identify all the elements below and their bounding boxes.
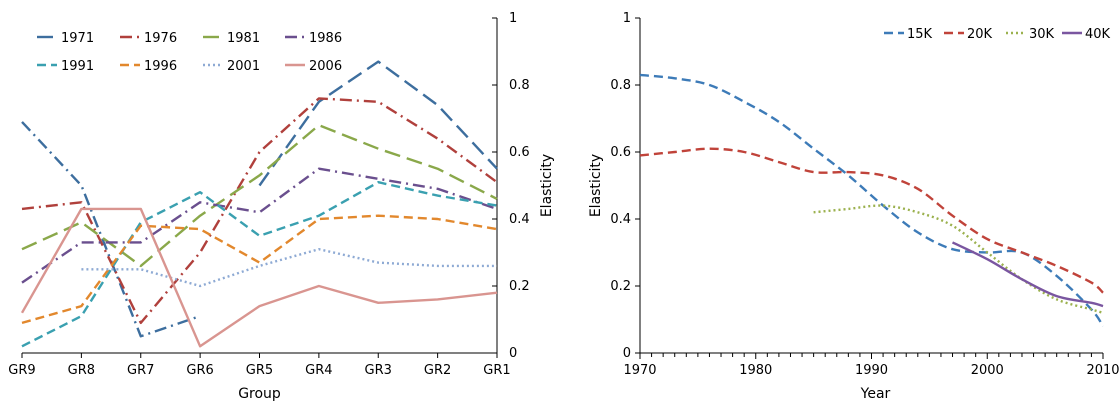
right-x-axis-title: Year [860, 386, 891, 402]
left-x-tick-label: GR2 [424, 363, 451, 378]
right-y-axis-title: Elasticity [588, 154, 604, 217]
series-2006-line [20, 207, 498, 348]
right-x-tick-label: 2000 [971, 363, 1004, 378]
legend-label-1991: 1991 [61, 59, 94, 74]
series-1991-line [21, 181, 498, 348]
series-1986-line [21, 167, 498, 284]
left-x-tick-label: GR9 [8, 363, 35, 378]
right-x-tick-label: 2010 [1086, 363, 1119, 378]
left-x-tick-label: GR7 [127, 363, 154, 378]
legend-label-1986: 1986 [309, 31, 342, 46]
series-40K-line [951, 241, 1104, 308]
legend-label-15K: 15K [907, 27, 933, 42]
left-x-tick-label: GR1 [483, 363, 510, 378]
legend-label-40K: 40K [1085, 27, 1111, 42]
legend-label-20K: 20K [967, 27, 993, 42]
right-x-tick-label: 1970 [623, 363, 656, 378]
left-y-tick-label: 0.8 [509, 78, 530, 93]
legend-label-1971: 1971 [61, 31, 94, 46]
legend-label-1976: 1976 [144, 31, 177, 46]
left-x-tick-label: GR5 [246, 363, 273, 378]
series-1971-line [258, 60, 498, 187]
left-x-tick-label: GR6 [186, 363, 213, 378]
right-y-tick-label: 0.8 [610, 78, 631, 93]
legend-label-2006: 2006 [309, 59, 342, 74]
left-y-tick-label: 0 [509, 346, 517, 361]
legend-label-2001: 2001 [227, 59, 260, 74]
left-x-tick-label: GR3 [365, 363, 392, 378]
series-20K-line [639, 147, 1104, 294]
right-x-tick-label: 1990 [855, 363, 888, 378]
left-x-tick-label: GR4 [305, 363, 332, 378]
right-y-tick-label: 0.6 [610, 145, 631, 160]
series-1996-line [21, 214, 498, 325]
series-1971-line-segment [21, 121, 201, 338]
left-y-tick-label: 0.6 [509, 145, 530, 160]
left-y-axis-title: Elasticity [539, 154, 555, 217]
right-y-tick-label: 0.4 [610, 212, 631, 227]
left-x-axis-title: Group [238, 386, 281, 402]
series-30K-line [813, 204, 1104, 314]
series-1976-line [21, 97, 498, 325]
right-x-tick-label: 1980 [739, 363, 772, 378]
series-15K-line [639, 73, 1105, 327]
series-1981-line [21, 124, 498, 268]
right-y-tick-label: 0 [623, 346, 631, 361]
right-y-tick-label: 1 [623, 11, 631, 26]
left-x-tick-label: GR8 [68, 363, 95, 378]
left-y-tick-label: 0.2 [509, 279, 530, 294]
legend-label-1981: 1981 [227, 31, 260, 46]
right-y-tick-label: 0.2 [610, 279, 631, 294]
left-y-tick-label: 0.4 [509, 212, 530, 227]
legend-label-30K: 30K [1029, 27, 1055, 42]
left-y-tick-label: 1 [509, 11, 517, 26]
series-2001-line [81, 248, 497, 288]
legend-label-1996: 1996 [144, 59, 177, 74]
